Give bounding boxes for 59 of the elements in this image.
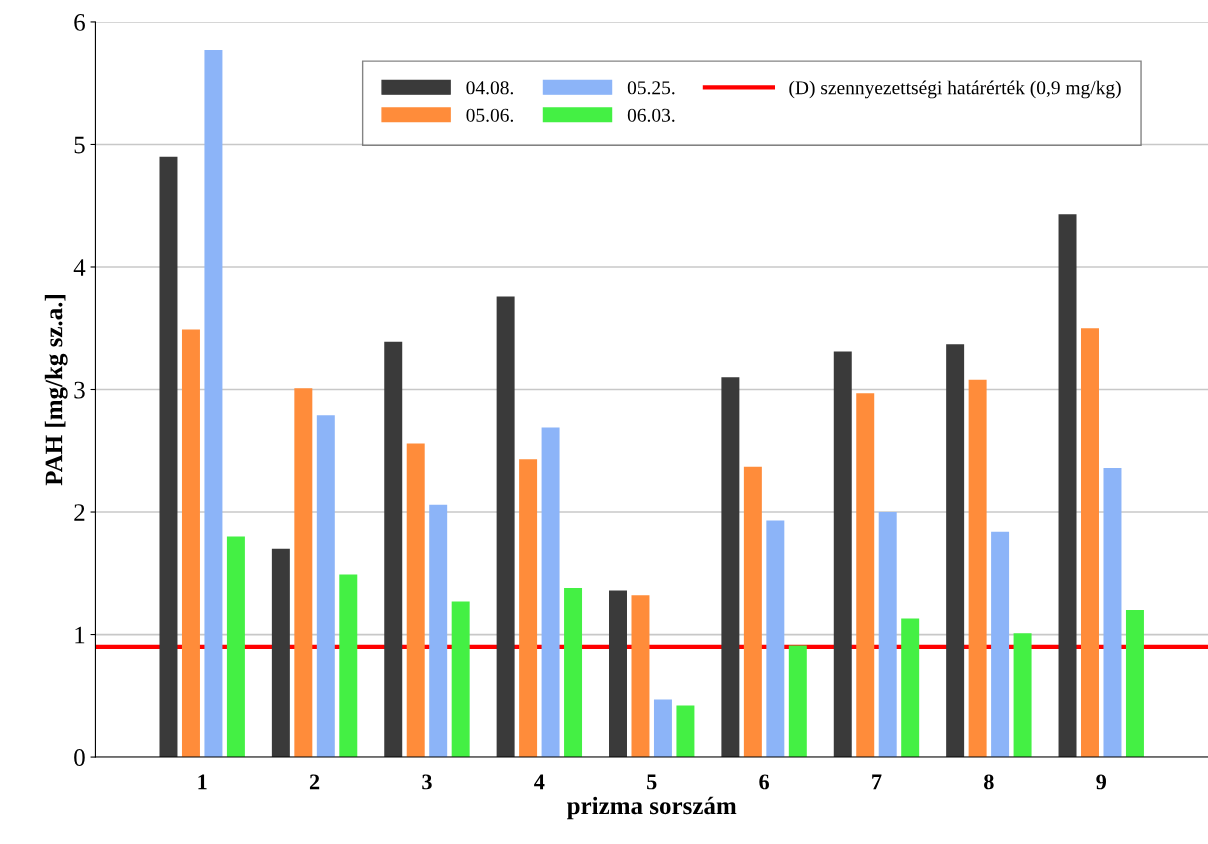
bar — [1103, 467, 1122, 758]
bar — [204, 50, 223, 758]
bar — [384, 341, 403, 758]
bar — [519, 459, 538, 758]
bar — [406, 443, 425, 758]
bar — [429, 504, 448, 758]
y-tick-label: 5 — [74, 136, 85, 154]
x-tick-label: 2 — [309, 774, 320, 790]
bar — [541, 427, 560, 758]
legend-label: 04.08. — [466, 81, 514, 95]
bar — [766, 520, 785, 758]
bar — [788, 645, 807, 758]
bar — [451, 601, 470, 758]
bar — [856, 393, 875, 758]
bar — [159, 156, 178, 758]
y-axis-title: PAH [mg/kg sz.a.] — [44, 295, 68, 486]
bar — [496, 296, 515, 758]
bar — [316, 415, 335, 758]
bar — [294, 388, 313, 758]
x-tick-label: 6 — [759, 774, 769, 790]
y-tick-label: 1 — [75, 626, 85, 644]
legend-label: 05.06. — [466, 108, 514, 122]
y-tick-label: 6 — [74, 14, 85, 31]
bar — [901, 618, 920, 758]
bar — [181, 329, 200, 758]
y-tick-label: 0 — [74, 749, 85, 766]
x-tick-label: 4 — [534, 774, 545, 790]
y-tick-label: 4 — [73, 259, 86, 276]
x-tick-label: 8 — [984, 774, 994, 790]
bar — [833, 351, 852, 758]
legend-label: (D) szennyezettségi határérték (0,9 mg/kg) — [789, 80, 1121, 99]
x-tick-label: 5 — [647, 774, 657, 790]
bar — [339, 574, 358, 758]
bar — [1058, 214, 1077, 758]
bar — [271, 548, 290, 758]
bar — [1081, 328, 1099, 758]
bar — [609, 590, 627, 758]
x-tick-label: 7 — [872, 774, 882, 790]
x-tick-label: 1 — [198, 774, 207, 790]
legend-label: 05.25. — [627, 81, 675, 95]
x-axis-title: prizma sorszám — [566, 796, 737, 820]
bar — [564, 587, 583, 758]
x-tick-label: 9 — [1096, 774, 1106, 790]
x-tick-label: 3 — [422, 774, 432, 790]
bar — [991, 531, 1010, 758]
bar — [721, 377, 740, 758]
y-tick-label: 3 — [74, 381, 85, 399]
bar — [631, 595, 650, 758]
bar — [676, 705, 695, 758]
bar — [1013, 633, 1032, 758]
bar — [946, 344, 965, 758]
bar — [968, 379, 987, 758]
y-tick-label: 2 — [74, 504, 85, 521]
bar — [226, 536, 245, 758]
legend-label: 06.03. — [627, 108, 675, 122]
bar — [1125, 610, 1144, 758]
bar — [743, 466, 762, 758]
bar — [878, 512, 897, 758]
bar — [653, 699, 672, 758]
